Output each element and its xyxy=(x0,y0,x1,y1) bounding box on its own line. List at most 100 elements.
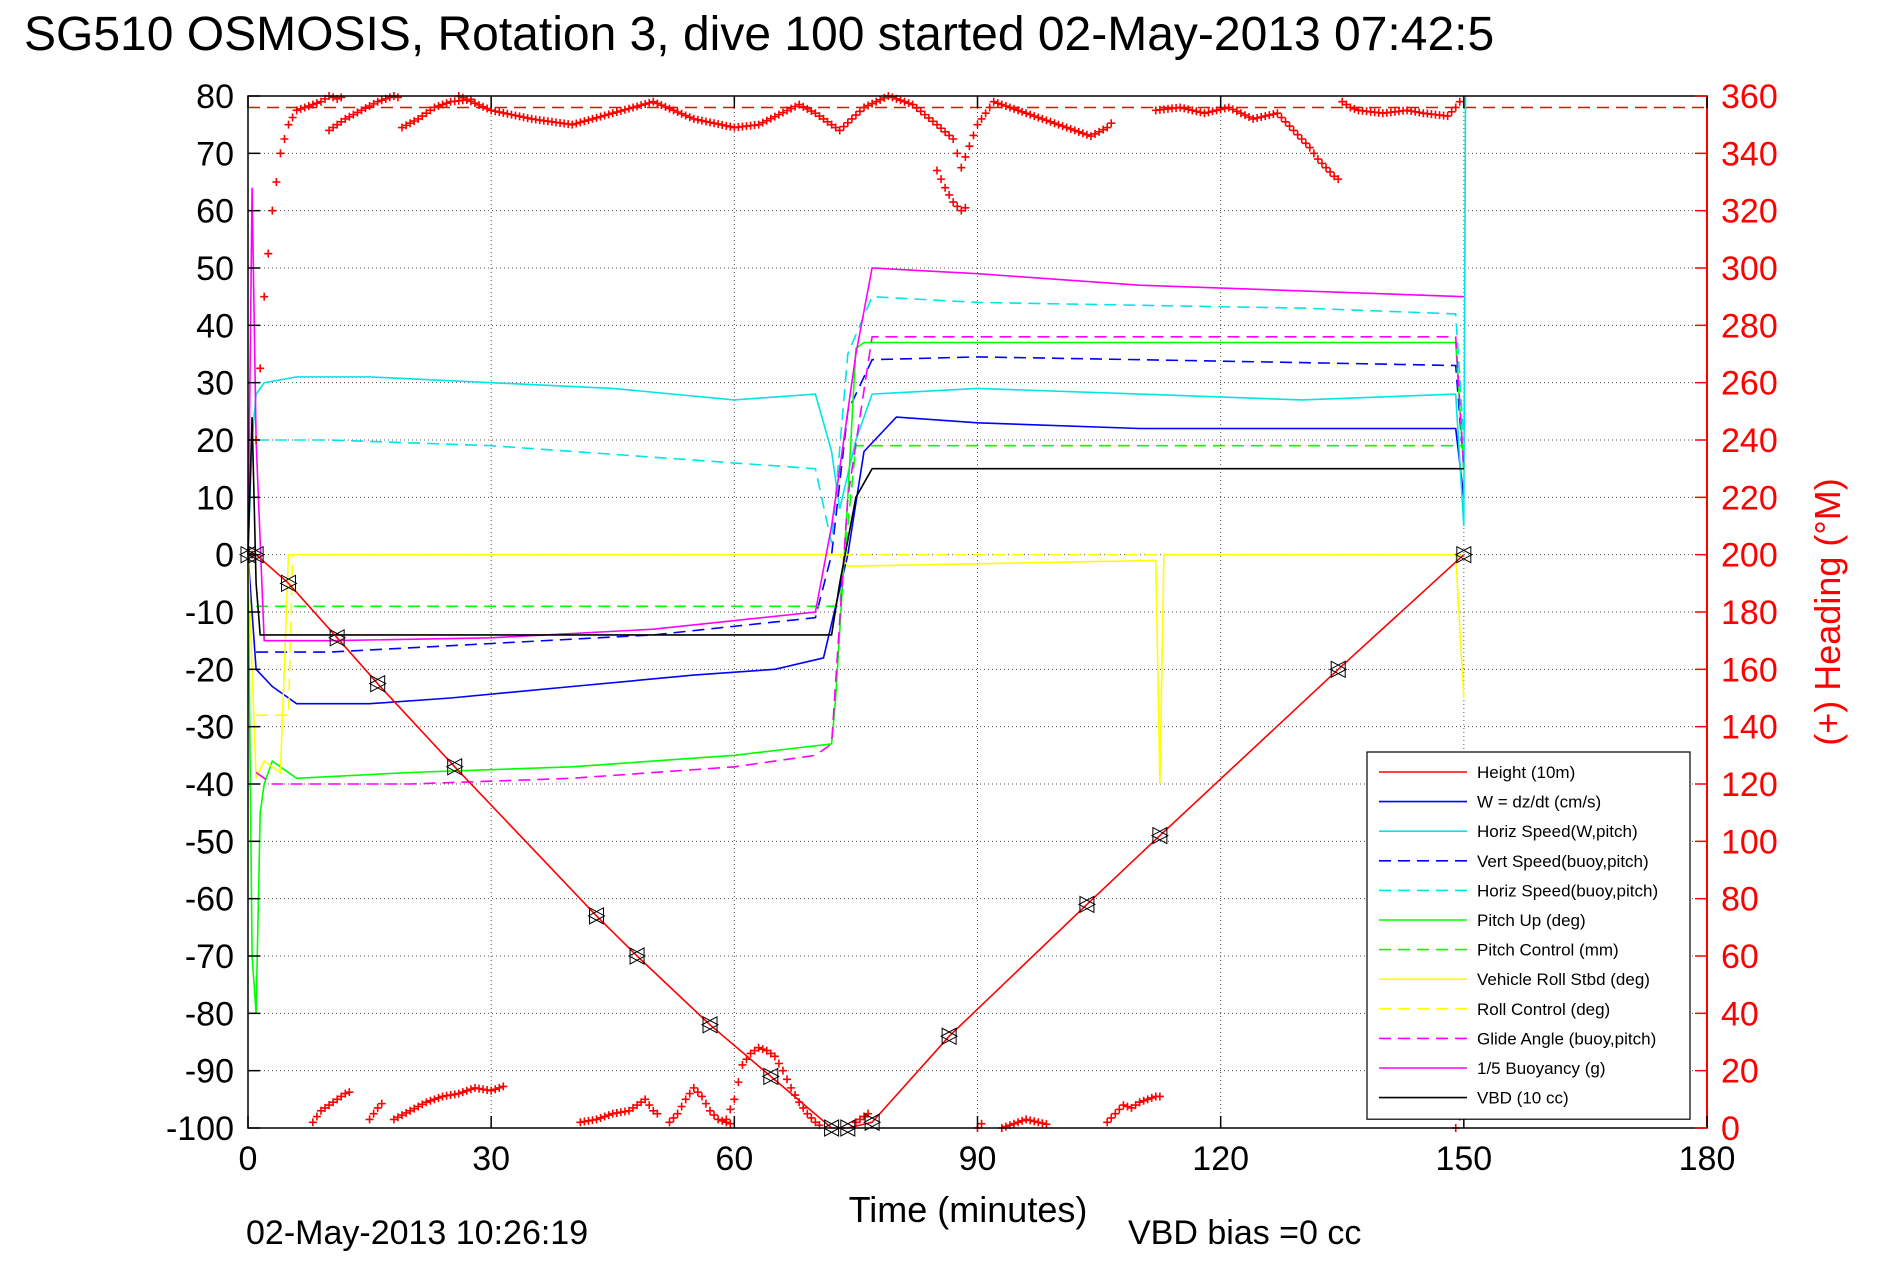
heading-point xyxy=(393,93,402,102)
heading-point xyxy=(1176,103,1185,112)
heading-point xyxy=(665,104,674,113)
heading-point xyxy=(661,102,670,111)
heading-point xyxy=(722,1115,731,1124)
heading-point xyxy=(1285,122,1294,131)
heading-point xyxy=(803,1109,812,1118)
height-marker xyxy=(445,757,464,776)
heading-point xyxy=(774,1059,783,1068)
heading-point xyxy=(483,104,492,113)
heading-point xyxy=(276,149,285,158)
series-horiz-speed-w-pitch xyxy=(247,95,1467,555)
legend-label: Pitch Control (mm) xyxy=(1477,941,1619,960)
series-glide-angle-buoy-pitch xyxy=(255,335,1465,785)
heading-point xyxy=(592,113,601,122)
height-marker xyxy=(863,1113,882,1132)
heading-point xyxy=(491,107,500,116)
heading-point xyxy=(426,106,435,115)
height-marker xyxy=(628,947,647,965)
heading-point xyxy=(932,166,941,175)
heading-point xyxy=(770,1052,779,1061)
heading-point xyxy=(398,123,407,132)
heading-point xyxy=(803,104,812,113)
heading-point xyxy=(754,120,763,129)
heading-point xyxy=(1309,149,1318,158)
heading-point xyxy=(1228,105,1237,114)
heading-point xyxy=(855,1115,864,1124)
heading-point xyxy=(681,1095,690,1104)
heading-point xyxy=(300,103,309,112)
y-tick-label: -10 xyxy=(185,594,234,632)
heading-point xyxy=(799,1103,808,1112)
heading-point xyxy=(823,117,832,126)
heading-point xyxy=(1042,116,1051,125)
heading-point xyxy=(868,99,877,108)
heading-point xyxy=(714,1115,723,1124)
heading-point xyxy=(1297,135,1306,143)
heading-point xyxy=(924,113,933,122)
y-tick-label: -50 xyxy=(185,823,234,861)
y-tick-label: -60 xyxy=(185,881,234,919)
height-marker xyxy=(279,574,298,593)
heading-point xyxy=(795,100,804,109)
heading-point xyxy=(260,292,269,301)
heading-point xyxy=(1042,1120,1051,1129)
series-pitch-control-mm xyxy=(256,444,1464,608)
heading-point xyxy=(438,100,447,109)
series-1-5-buoyancy-g xyxy=(247,187,1464,642)
heading-point xyxy=(1273,109,1282,118)
heading-point xyxy=(1350,104,1359,113)
heading-point xyxy=(458,93,467,102)
heading-point xyxy=(604,1111,613,1120)
heading-point xyxy=(1257,113,1266,122)
heading-point xyxy=(864,101,873,110)
x-axis-ticks: 0 30 60 90 120 150 180 xyxy=(239,96,1735,1178)
heading-point xyxy=(1135,1098,1144,1107)
y-tick-label: 60 xyxy=(196,193,234,231)
heading-point xyxy=(596,1113,605,1122)
heading-point xyxy=(373,1103,382,1112)
legend-label: Vehicle Roll Stbd (deg) xyxy=(1477,970,1650,989)
heading-point xyxy=(872,97,881,106)
heading-point xyxy=(783,106,792,115)
heading-point xyxy=(1001,1122,1010,1131)
heading-point xyxy=(726,1119,735,1128)
heading-point xyxy=(807,1113,816,1122)
heading-point xyxy=(880,93,889,102)
legend-item: Vert Speed(buoy,pitch) xyxy=(1379,852,1649,871)
heading-point xyxy=(1018,107,1027,116)
heading-point xyxy=(1147,1093,1156,1102)
heading-point xyxy=(462,95,471,104)
heading-point xyxy=(1107,119,1116,128)
heading-point xyxy=(389,1115,398,1124)
heading-point xyxy=(758,1045,767,1054)
heading-point xyxy=(645,1101,654,1110)
heading-point xyxy=(706,1106,715,1115)
heading-point xyxy=(746,1049,755,1058)
heading-point xyxy=(316,97,325,106)
heading-point xyxy=(851,111,860,120)
chart-title: SG510 OSMOSIS, Rotation 3, dive 100 star… xyxy=(24,8,1494,61)
legend-label: 1/5 Buoyancy (g) xyxy=(1477,1059,1606,1078)
heading-point xyxy=(973,120,982,129)
legend-item: VBD (10 cc) xyxy=(1379,1089,1569,1108)
height-marker xyxy=(940,1027,959,1046)
y-axis-ticks: 80 70 60 50 40 30 20 10 0 -10 -20 -30 -40 -50 -60 -70 -8… xyxy=(166,78,260,1148)
heading-point xyxy=(1192,107,1201,116)
heading-point xyxy=(1143,1095,1152,1104)
heading-point xyxy=(580,117,589,126)
heading-point xyxy=(697,1092,706,1101)
heading-point xyxy=(645,98,654,107)
heading-point xyxy=(657,101,666,110)
heading-point xyxy=(730,1095,739,1104)
heading-point xyxy=(1455,97,1464,106)
heading-point xyxy=(693,115,702,124)
heading-point xyxy=(337,1092,346,1101)
heading-point xyxy=(701,1099,710,1108)
heading-point xyxy=(1326,167,1335,176)
heading-point xyxy=(920,110,929,119)
heading-point xyxy=(491,1085,500,1094)
heading-point xyxy=(847,114,856,123)
heading-point xyxy=(410,117,419,126)
heading-point xyxy=(1330,172,1339,181)
y2-tick-label: 360 xyxy=(1721,78,1778,116)
